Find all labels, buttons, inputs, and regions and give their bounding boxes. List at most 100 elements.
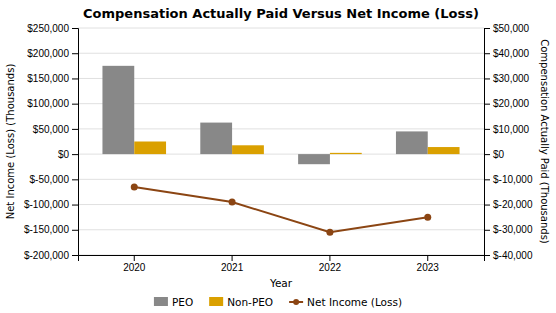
legend-item: PEO xyxy=(154,296,193,308)
y2-tick-label: $50,000 xyxy=(493,23,530,34)
y-tick-mark xyxy=(72,28,78,29)
line-point xyxy=(229,199,236,206)
y2-tick: $-30,000 xyxy=(484,224,533,235)
y2-tick: $30,000 xyxy=(484,73,530,84)
bar xyxy=(134,142,166,155)
x-axis-line xyxy=(79,256,485,262)
legend-swatch xyxy=(154,297,168,306)
x-tick-mark xyxy=(134,255,135,261)
y2-tick-mark xyxy=(484,78,490,79)
grid-line xyxy=(78,229,484,230)
y-tick-label: $50,000 xyxy=(33,124,70,135)
chart: 2020 2021 2022 2023 $-200,000 $-150,000 $-100,… xyxy=(0,0,556,313)
x-tick-label: 2023 xyxy=(417,262,440,273)
grid-line xyxy=(78,103,484,104)
line-point xyxy=(326,229,333,236)
y-tick-mark xyxy=(72,230,78,231)
line xyxy=(134,187,427,232)
y2-axis: $-40,000$-30,000$-20,000$-10,000$0$10,00… xyxy=(484,23,533,261)
grid-line xyxy=(78,179,484,180)
y2-tick-label: $-30,000 xyxy=(493,224,533,235)
y2-tick: $-20,000 xyxy=(484,199,533,210)
y2-tick-mark xyxy=(484,205,490,206)
x-tick-mark xyxy=(329,255,330,261)
y2-tick-label: $40,000 xyxy=(493,48,530,59)
y2-tick-mark xyxy=(484,230,490,231)
y-tick-mark xyxy=(72,205,78,206)
grid-line xyxy=(78,53,484,54)
y2-tick-mark xyxy=(484,28,490,29)
x-tick-mark xyxy=(427,255,428,261)
y-tick-label: $-150,000 xyxy=(24,224,69,235)
legend-item: Net Income (Loss) xyxy=(289,296,402,308)
y-tick: $0 xyxy=(58,149,78,160)
x-tick: 2020 xyxy=(123,255,146,273)
grid-line xyxy=(78,128,484,129)
bar xyxy=(428,147,460,154)
plot: 2020 2021 2022 2023 $-200,000 $-150,000 $-100,… xyxy=(24,23,533,273)
y-tick: $-200,000 xyxy=(24,250,78,261)
y-tick-label: $200,000 xyxy=(27,48,69,59)
bar-series xyxy=(134,142,459,155)
y-tick-mark xyxy=(72,104,78,105)
y-tick-mark xyxy=(72,179,78,180)
y2-tick-mark xyxy=(484,179,490,180)
x-tick: 2022 xyxy=(319,255,342,273)
grid-line xyxy=(78,28,484,29)
x-tick-mark xyxy=(232,255,233,261)
y2-axis-line xyxy=(485,29,491,256)
y-tick: $-100,000 xyxy=(24,199,78,210)
grid-line xyxy=(78,78,484,79)
y2-tick-mark xyxy=(484,154,490,155)
y-tick-label: $100,000 xyxy=(27,98,69,109)
y2-tick-label: $20,000 xyxy=(493,98,530,109)
y-tick: $-150,000 xyxy=(24,224,78,235)
y-tick: $-50,000 xyxy=(30,174,78,185)
bar xyxy=(298,154,330,164)
x-tick-label: 2022 xyxy=(319,262,342,273)
y2-axis-title: Compensation Actually Paid (Thousands) xyxy=(539,39,550,244)
line-point xyxy=(131,183,138,190)
y2-tick-mark xyxy=(484,104,490,105)
y-axis-title: Net Income (Loss) (Thousands) xyxy=(5,64,16,220)
y-tick-label: $150,000 xyxy=(27,73,69,84)
y-tick-label: $-50,000 xyxy=(30,174,70,185)
bar xyxy=(200,123,232,155)
marks xyxy=(102,66,459,236)
x-tick: 2021 xyxy=(221,255,244,273)
y2-tick: $-40,000 xyxy=(484,250,533,261)
legend-swatch xyxy=(209,297,223,306)
x-axis: 2020 2021 2022 2023 xyxy=(79,255,485,273)
bar xyxy=(102,66,134,154)
x-tick-label: 2020 xyxy=(123,262,146,273)
y2-tick: $10,000 xyxy=(484,124,530,135)
y-tick: $200,000 xyxy=(27,48,78,59)
y2-tick: $20,000 xyxy=(484,98,530,109)
grid-line xyxy=(78,204,484,205)
y-tick: $250,000 xyxy=(27,23,78,34)
y-tick: $100,000 xyxy=(27,98,78,109)
bar xyxy=(232,145,264,154)
legend-marker xyxy=(293,299,299,305)
line-series xyxy=(131,183,431,235)
bar xyxy=(330,153,362,154)
y-tick-mark xyxy=(72,78,78,79)
y-tick-label: $-100,000 xyxy=(24,199,69,210)
y2-tick: $50,000 xyxy=(484,23,530,34)
y-tick: $50,000 xyxy=(33,124,78,135)
y2-tick-label: $-10,000 xyxy=(493,174,533,185)
y2-tick-mark xyxy=(484,129,490,130)
line-point xyxy=(424,214,431,221)
y-tick-mark xyxy=(72,255,78,256)
y-axis: $-200,000 $-150,000 $-100,000 $-50,000 $0 $50… xyxy=(24,23,79,261)
legend-item: Non-PEO xyxy=(209,296,273,308)
y-tick-label: $250,000 xyxy=(27,23,69,34)
legend-label: Non-PEO xyxy=(227,296,273,308)
y-tick-mark xyxy=(72,53,78,54)
y2-tick-mark xyxy=(484,255,490,256)
y2-tick-mark xyxy=(484,53,490,54)
legend: PEO Non-PEO Net Income (Loss) xyxy=(154,296,402,308)
bar-series xyxy=(102,66,427,164)
y2-tick-label: $30,000 xyxy=(493,73,530,84)
y2-tick: $-10,000 xyxy=(484,174,533,185)
